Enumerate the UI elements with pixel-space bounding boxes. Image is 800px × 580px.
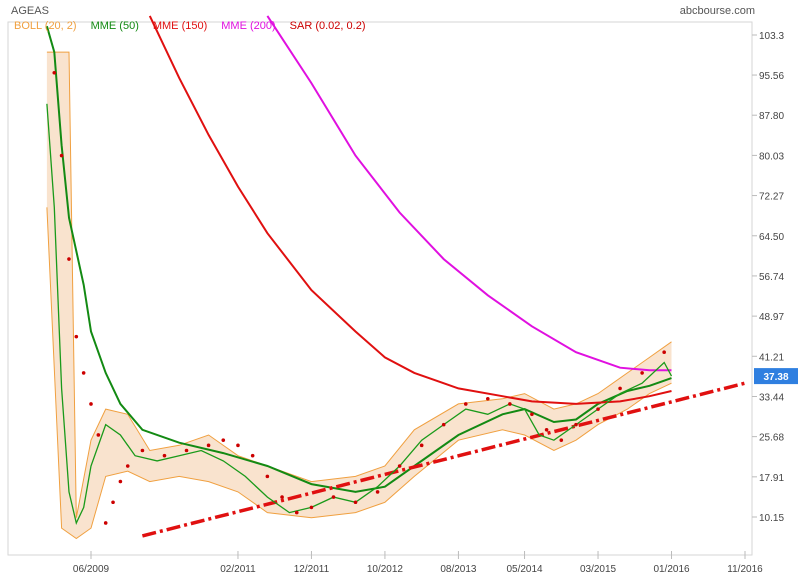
y-tick-label: 41.21 [759,352,784,363]
x-tick-label: 11/2016 [727,564,763,575]
x-tick-label: 12/2011 [294,564,330,575]
y-tick-label: 10.15 [759,513,784,524]
symbol-title: AGEAS [11,5,49,17]
sar-dot [96,433,101,437]
sar-dot [441,422,446,427]
legend-item: MME (200) [221,20,275,32]
sar-dot [508,402,512,406]
y-tick-label: 56.74 [759,272,784,283]
x-tick-label: 01/2016 [653,564,690,575]
sar-dot [140,448,145,453]
y-tick-label: 33.44 [759,392,784,403]
sar-dot [118,479,123,484]
x-tick-label: 05/2014 [506,564,543,575]
sar-dot [81,371,86,375]
y-tick-label: 103.3 [759,31,784,42]
last-price-box [754,368,798,385]
y-tick-label: 95.56 [759,71,784,82]
series-line-trend-line [141,381,746,538]
sar-dot [59,153,64,158]
x-tick-label: 10/2012 [367,564,404,575]
chart-header: AGEAS abcbourse.com [11,5,755,17]
boll-band-upper [46,51,672,518]
sar-dot [662,350,666,354]
x-tick-label: 02/2011 [220,564,256,575]
legend-item: SAR (0.02, 0.2) [290,20,366,32]
sar-dot [294,510,299,515]
y-axis: 10.15 17.91 25.68 33.44 41.21 48.97 56.74 64.50… [752,31,798,524]
sar-dot [596,407,600,411]
y-tick-label: 64.50 [759,232,784,243]
sar-dot [221,438,226,442]
sar-dot [486,396,490,401]
sar-dot [375,490,380,494]
sar-dot [89,402,93,406]
legend-item: BOLL (20, 2) [14,20,77,32]
y-tick-label: 48.97 [759,312,784,323]
sar-dot [280,495,284,499]
sar-dot [125,464,130,468]
sar-dot [184,448,189,453]
last-price-label: 37.38 [763,372,788,383]
y-tick-label: 17.91 [759,473,784,484]
y-tick-label: 80.03 [759,151,784,162]
series-line-mme-200 [266,15,672,372]
sar-dot [463,402,468,406]
boll-band-lower [46,207,672,540]
legend-item: MME (150) [153,20,207,32]
sar-dot [67,257,71,261]
series-line-mme-50 [45,25,672,493]
sar-dot [250,453,255,458]
sar-dot [331,495,336,499]
legend-item: MME (50) [91,20,139,32]
chart-series [45,15,746,538]
legend: BOLL (20, 2) MME (50) MME (150) MME (200) SA… [14,20,366,32]
sar-dot [206,443,211,448]
y-tick-label: 72.27 [759,192,784,203]
sar-dot [162,453,167,458]
sar-dot [236,443,240,448]
source-label: abcbourse.com [680,5,755,17]
y-tick-label: 25.68 [759,433,784,444]
x-axis: 06/2009 02/2011 12/2011 10/2012 08/2013 05/20… [73,551,763,575]
sar-dot [640,371,644,375]
sar-dot [397,464,402,468]
series-line-mme-150 [148,15,672,405]
sar-dot [74,334,79,339]
sar-dots [52,70,666,525]
x-tick-label: 08/2013 [440,564,477,575]
sar-dot [530,412,534,417]
y-tick-label: 87.80 [759,111,784,122]
sar-dot [419,443,424,448]
sar-dot [111,500,115,505]
x-tick-label: 03/2015 [580,564,617,575]
sar-dot [574,422,578,427]
price-series [46,103,673,525]
boll-band-fill [46,52,672,539]
sar-dot [309,505,314,510]
sar-dot [52,70,57,75]
sar-dot [353,500,358,505]
bollinger-band [46,51,672,540]
sar-dot [103,521,108,525]
x-tick-label: 06/2009 [73,564,110,575]
price-line [46,103,673,525]
sar-dot [544,428,549,432]
sar-dot [559,438,564,442]
sar-dot [265,474,270,479]
sar-dot [618,386,622,391]
